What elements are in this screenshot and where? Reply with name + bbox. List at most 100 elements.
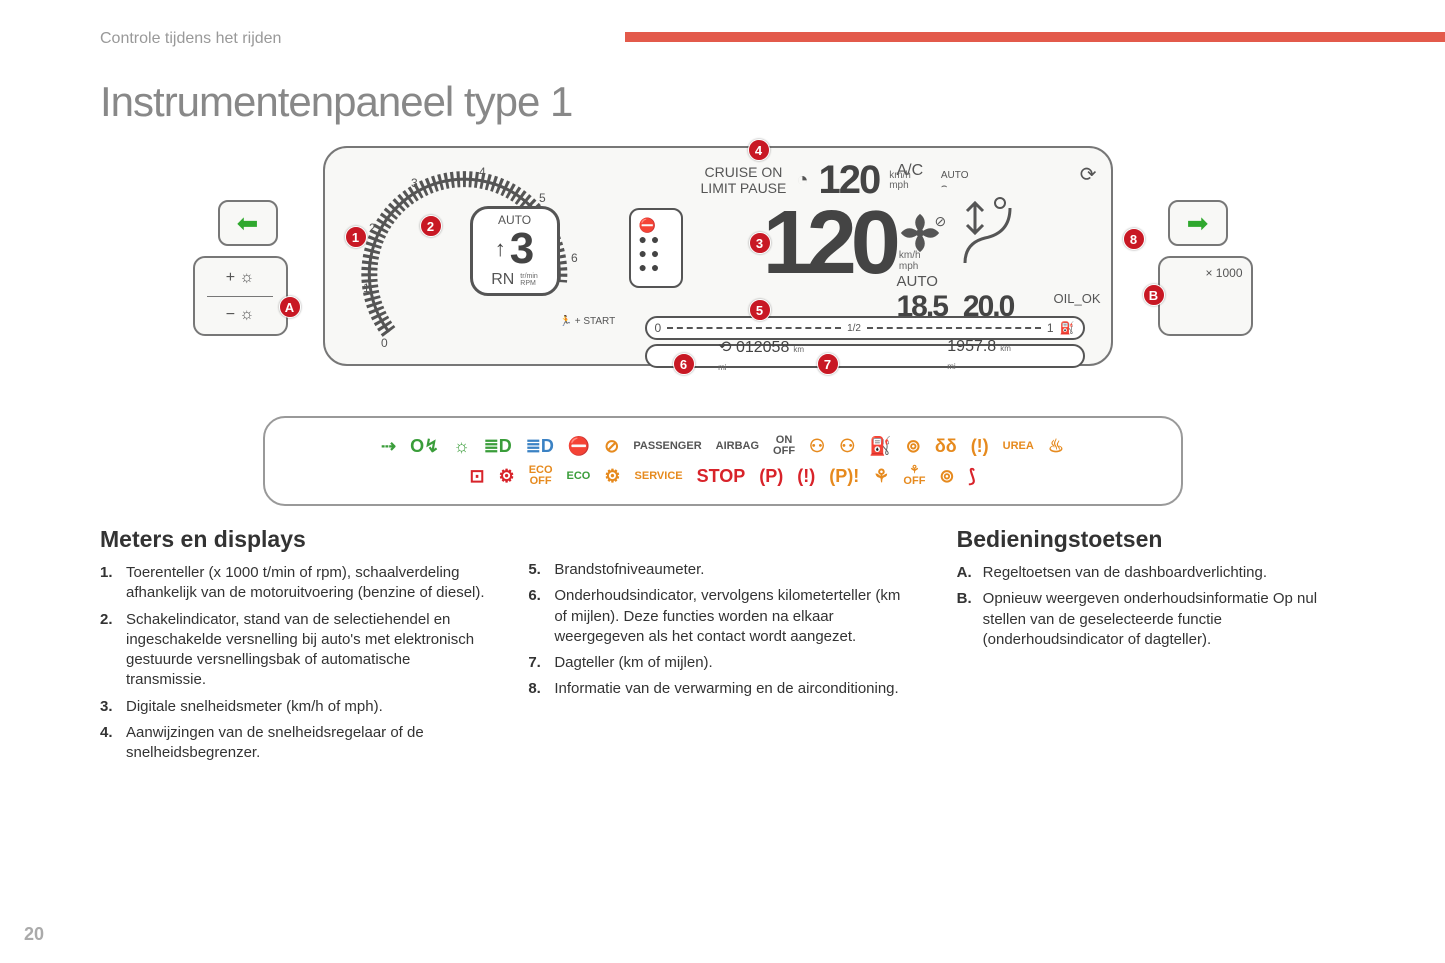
- eco-off-icon: ECO OFF: [529, 465, 553, 487]
- indicator-row-1: ⇢O↯☼≣D≣D⛔⊘PASSENGERAIRBAGON OFF⚇⚇⛽⊚δδ(!)…: [381, 435, 1064, 457]
- brightness-down-icon: − ☼: [226, 306, 254, 324]
- warning-lights-panel: ⇢O↯☼≣D≣D⛔⊘PASSENGERAIRBAGON OFF⚇⚇⛽⊚δδ(!)…: [263, 416, 1183, 506]
- list-item-number: 5.: [528, 560, 554, 580]
- controls-col: Bedieningstoetsen A.Regeltoetsen van de …: [957, 526, 1345, 769]
- indicator-row-2: ⊡⚙ECO OFFECO⚙SERVICESTOP(P)(!)(P)!⚘⚘ OFF…: [469, 465, 975, 487]
- callout-2: 2: [420, 215, 442, 237]
- instrument-cluster-figure: ⬅ + ☼ − ☼ ➡ × 1000 1 2 3 4 5 6 7 8 A B: [183, 136, 1263, 396]
- callout-5: 5: [749, 299, 771, 321]
- esp-off-icon: ⚘ OFF: [903, 465, 925, 487]
- steering-icon: ⚙: [499, 466, 515, 487]
- recirc-icon: ⟳: [1080, 162, 1097, 187]
- list-item-number: 8.: [528, 679, 554, 699]
- list-item-text: Aanwijzingen van de snelheidsregelaar of…: [126, 723, 488, 764]
- svg-text:4: 4: [479, 165, 486, 179]
- ac-label: A/C: [897, 162, 924, 180]
- callout-4: 4: [748, 139, 770, 161]
- instrument-cluster: 0 1 2 3 4 5 6 AUTO ↑ 3: [323, 146, 1113, 366]
- content-columns: Meters en displays 1.Toerenteller (x 100…: [100, 526, 1345, 769]
- airbag-off-icon: ⊘: [604, 436, 619, 457]
- sidelights-icon: ☼: [453, 436, 470, 457]
- coolant-temp-icon: ♨: [1048, 436, 1064, 457]
- warning-icon: (!): [971, 436, 989, 457]
- callout-7: 7: [817, 353, 839, 375]
- svg-text:2: 2: [369, 221, 376, 235]
- dipped-auto-icon: O↯: [410, 436, 439, 457]
- svg-text:5: 5: [539, 191, 546, 205]
- odo-total-value: ⟲ 012058: [718, 339, 789, 356]
- callout-B: B: [1143, 284, 1165, 306]
- tire-pressure-icon: ⊚: [939, 466, 954, 487]
- meters-list-1: 1.Toerenteller (x 1000 t/min of rpm), sc…: [100, 563, 488, 763]
- ac-auto-label: AUTO: [897, 273, 1097, 290]
- list-item-number: 1.: [100, 563, 126, 604]
- fuel-low-icon: ⛽: [869, 436, 891, 457]
- list-item-number: 6.: [528, 586, 554, 647]
- page-title: Instrumentenpaneel type 1: [100, 78, 1345, 126]
- speed-value: 120: [763, 203, 895, 284]
- list-item-text: Schakelindicator, stand van de selectieh…: [126, 610, 488, 691]
- list-item-number: B.: [957, 589, 983, 650]
- on-off-icon: ON OFF: [773, 435, 795, 457]
- list-item-text: Brandstofniveaumeter.: [554, 560, 704, 580]
- stop-icon: STOP: [697, 466, 746, 487]
- list-item-number: 4.: [100, 723, 126, 764]
- list-item-text: Onderhoudsindicator, vervolgens kilomete…: [554, 586, 916, 647]
- fuel-half-label: 1/2: [847, 323, 861, 334]
- gear-sub-label: RN: [491, 271, 514, 289]
- parking-brake-icon: (P): [759, 466, 783, 487]
- controls-heading: Bedieningstoetsen: [957, 526, 1345, 553]
- page-number: 20: [24, 924, 44, 945]
- turn-left-arrow-icon: ⬅: [237, 208, 259, 239]
- turn-right-arrow-icon: ➡: [1187, 208, 1209, 239]
- rear-seat-icon: ⚇: [839, 436, 855, 457]
- controls-list: A.Regeltoetsen van de dashboardverlichti…: [957, 563, 1345, 650]
- turn-left-panel: ⬅: [218, 200, 278, 246]
- battery-icon: ⊡: [469, 466, 484, 487]
- brightness-up-icon: + ☼: [226, 269, 254, 287]
- callout-3: 3: [749, 232, 771, 254]
- main-beam-icon: ≣D: [526, 436, 554, 457]
- page: Controle tijdens het rijden Instrumenten…: [0, 0, 1445, 789]
- fan-icon: [897, 210, 943, 256]
- list-item: 8.Informatie van de verwarming en de air…: [528, 679, 916, 699]
- svg-text:0: 0: [381, 336, 388, 350]
- list-item-text: Regeltoetsen van de dashboardverlichting…: [983, 563, 1267, 583]
- seat-dots-icon: ⛔● ●● ●● ●: [639, 218, 660, 274]
- list-item-number: 2.: [100, 610, 126, 691]
- callout-8: 8: [1123, 228, 1145, 250]
- start-label: 🏃 + START: [560, 316, 616, 327]
- dipped-beam-icon: ≣D: [484, 436, 512, 457]
- turn-right-panel: ➡: [1168, 200, 1228, 246]
- ac-temp-left: 18.5: [897, 290, 947, 324]
- accent-bar: [625, 32, 1445, 42]
- airbag-label-icon: AIRBAG: [716, 441, 759, 452]
- gear-value: 3: [510, 227, 534, 271]
- fuel-scale-icon: [667, 327, 841, 329]
- list-item: 5.Brandstofniveaumeter.: [528, 560, 916, 580]
- meters-col-2: 5.Brandstofniveaumeter.6.Onderhoudsindic…: [528, 526, 916, 769]
- list-item-text: Informatie van de verwarming en de airco…: [554, 679, 898, 699]
- callout-A: A: [279, 296, 301, 318]
- list-item: 2.Schakelindicator, stand van de selecti…: [100, 610, 488, 691]
- rpm-unit-label: tr/min RPM: [520, 273, 538, 287]
- fuel-0-label: 0: [655, 321, 662, 335]
- list-item: 6.Onderhoudsindicator, vervolgens kilome…: [528, 586, 916, 647]
- svg-text:6: 6: [571, 251, 578, 265]
- ac-area: A/C ⟳: [897, 162, 1097, 352]
- figure: ⬅ + ☼ − ☼ ➡ × 1000 1 2 3 4 5 6 7 8 A B: [100, 136, 1345, 506]
- passenger-label-icon: PASSENGER: [633, 441, 701, 452]
- list-item-number: 7.: [528, 653, 554, 673]
- child-lock-icon: ⚘: [873, 466, 889, 487]
- meters-col-1: Meters en displays 1.Toerenteller (x 100…: [100, 526, 488, 769]
- speedometer-icon: ◔: [796, 169, 808, 192]
- list-item: 1.Toerenteller (x 1000 t/min of rpm), sc…: [100, 563, 488, 604]
- list-item-text: Digitale snelheidsmeter (km/h of mph).: [126, 697, 383, 717]
- parking-fault-icon: (P)!: [829, 466, 859, 487]
- list-item: 7.Dagteller (km of mijlen).: [528, 653, 916, 673]
- list-item-text: Toerenteller (x 1000 t/min of rpm), scha…: [126, 563, 488, 604]
- brightness-panel: + ☼ − ☼: [193, 256, 288, 336]
- list-item-text: Dagteller (km of mijlen).: [554, 653, 712, 673]
- brake-warn-icon: (!): [797, 466, 815, 487]
- cruise-label: CRUISE ON: [701, 165, 787, 180]
